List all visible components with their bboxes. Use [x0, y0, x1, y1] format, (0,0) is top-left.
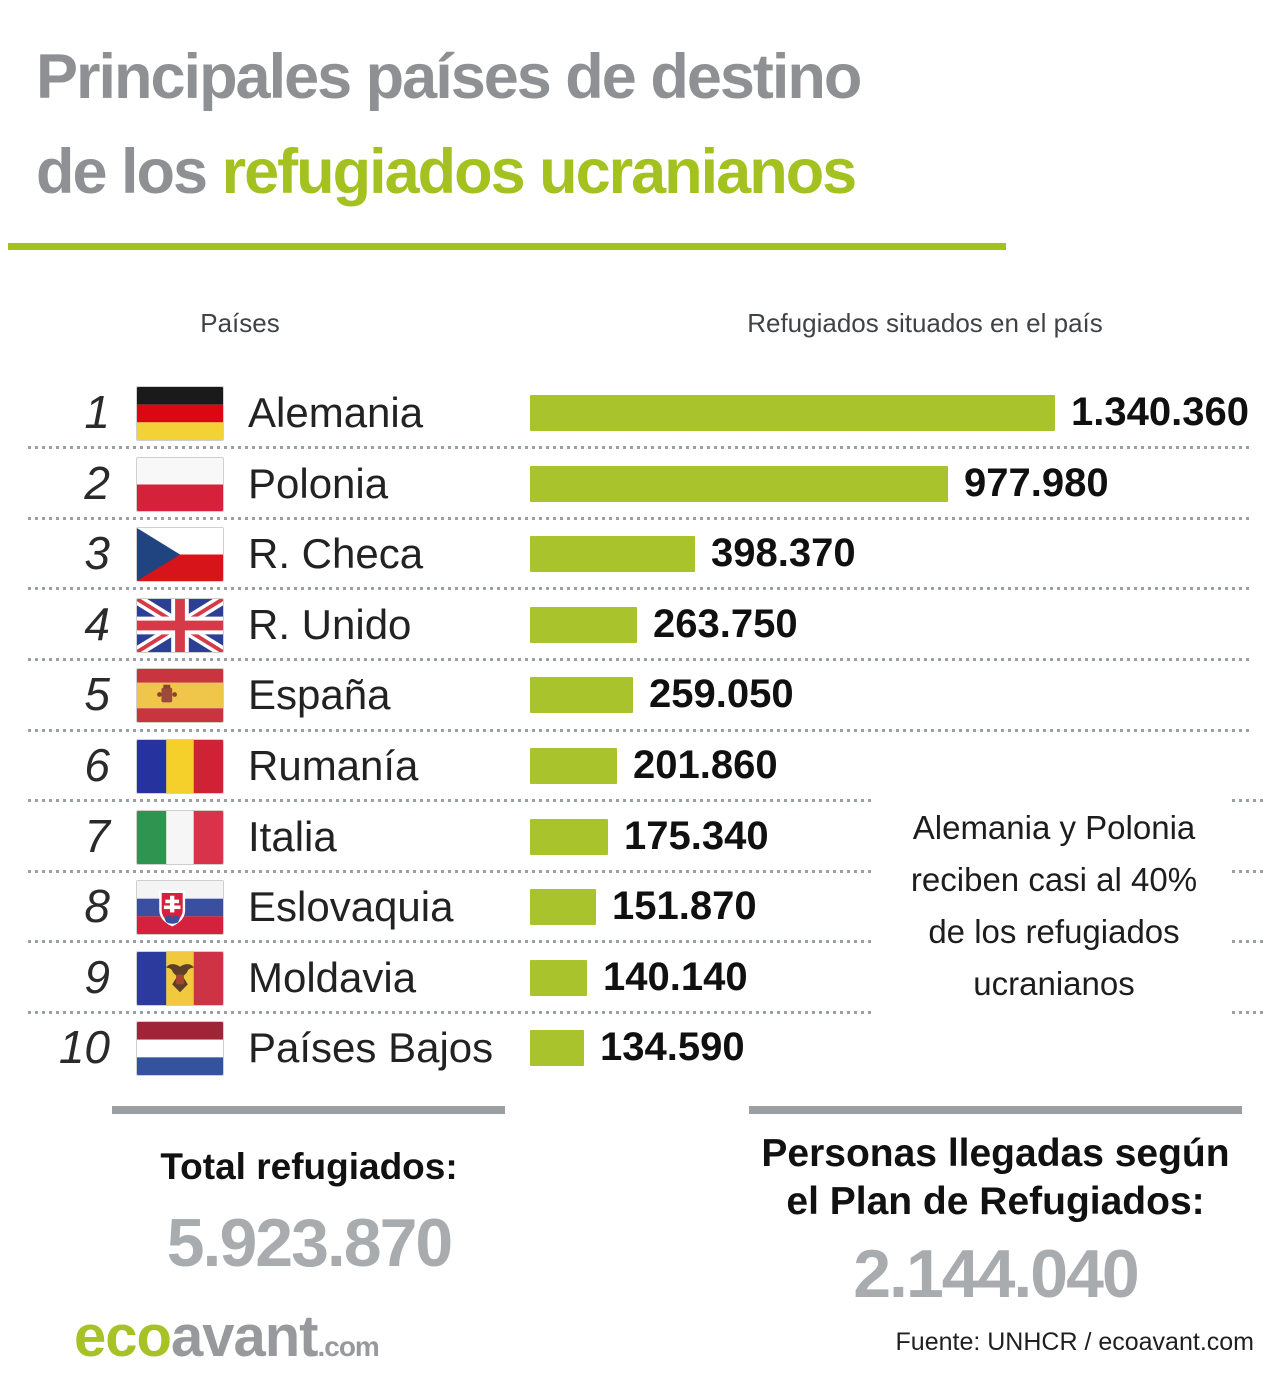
row-separator	[28, 587, 1250, 591]
annotation-line: de los refugiados	[928, 913, 1180, 950]
plan-label-line1: Personas llegadas según	[761, 1132, 1230, 1175]
logo-com: .com	[317, 1331, 379, 1362]
row-separator	[28, 657, 1250, 661]
logo-avant: avant	[170, 1304, 319, 1369]
plan-label-line2: el Plan de Refugiados:	[786, 1180, 1205, 1223]
row-separator	[28, 446, 1250, 450]
source-text: Fuente: UNHCR / ecoavant.com	[895, 1328, 1254, 1356]
table-row: 10 Países Bajos 134.590	[0, 1012, 1280, 1083]
column-header-refugiados: Refugiados situados en el país	[747, 308, 1103, 338]
value-bar	[530, 536, 695, 573]
uk-flag-icon	[136, 597, 224, 653]
value-bar	[530, 889, 596, 926]
value-label: 259.050	[649, 672, 794, 717]
row-separator	[28, 799, 875, 803]
page-title-line2-prefix: de los	[36, 137, 222, 207]
total-refugees-label: Total refugiados:	[160, 1146, 458, 1187]
table-row: 5 España 259.050	[0, 659, 1280, 730]
logo-eco: eco	[74, 1304, 172, 1369]
table-row: 7 Italia 175.340	[0, 801, 1280, 872]
romania-flag-icon	[136, 739, 224, 794]
value-bar	[530, 606, 637, 643]
value-bar	[530, 1030, 584, 1067]
country-name: Países Bajos	[248, 1024, 494, 1072]
table-row: 4 R. Unido 263.750	[0, 589, 1280, 660]
row-separator	[28, 940, 875, 944]
value-label: 263.750	[653, 601, 798, 646]
table-row: 6 Rumanía 201.860	[0, 730, 1280, 801]
row-rank: 2	[84, 456, 110, 509]
row-rank: 1	[84, 386, 110, 438]
page-title-line1: Principales países de destino	[36, 42, 862, 112]
title-underline	[8, 243, 1006, 250]
value-bar	[530, 818, 608, 855]
country-name: Alemania	[248, 389, 424, 436]
slovakia-flag-icon	[136, 880, 224, 936]
row-rank: 7	[84, 809, 110, 862]
table-row: 2 Polonia 977.980	[0, 448, 1280, 519]
moldova-flag-icon	[136, 950, 224, 1006]
row-separator	[28, 869, 875, 873]
value-bar	[530, 677, 633, 714]
country-name: R. Unido	[248, 600, 412, 648]
netherlands-flag-icon	[136, 1021, 224, 1077]
row-separator	[28, 1010, 875, 1014]
row-separator-stub	[1232, 869, 1266, 873]
value-label: 201.860	[633, 743, 778, 787]
row-separator-stub	[1232, 1010, 1266, 1014]
germany-flag-icon	[136, 386, 224, 441]
row-separator-stub	[1232, 799, 1266, 803]
annotation-line: reciben casi al 40%	[910, 861, 1198, 898]
row-rank: 6	[84, 739, 110, 791]
row-rank: 9	[84, 950, 110, 1003]
table-row: 9 Moldavia 140.140	[0, 942, 1280, 1013]
row-rank: 4	[84, 597, 110, 650]
column-header-paises: Países	[200, 308, 280, 338]
spain-flag-icon	[136, 668, 224, 724]
plan-value: 2.144.040	[853, 1236, 1140, 1312]
country-name: Eslovaquia	[248, 883, 454, 931]
poland-flag-icon	[136, 456, 224, 512]
ecoavant-logo: ecoavant.com	[74, 1308, 380, 1376]
country-name: Polonia	[248, 459, 389, 507]
country-name: Italia	[248, 812, 337, 860]
row-separator	[28, 516, 1250, 520]
page-title-line2: de los refugiados ucranianos	[36, 125, 860, 220]
country-name: Rumanía	[248, 742, 419, 789]
annotation-line: ucranianos	[973, 965, 1135, 1002]
value-label: 1.340.360	[1071, 390, 1249, 434]
row-separator-stub	[1232, 940, 1266, 944]
value-label: 977.980	[964, 460, 1109, 505]
country-name: España	[248, 671, 391, 719]
value-bar	[530, 465, 948, 502]
value-bar	[530, 959, 587, 996]
value-label: 398.370	[711, 531, 856, 576]
czechia-flag-icon	[136, 527, 224, 583]
row-separator	[28, 728, 1250, 732]
value-label: 151.870	[612, 884, 757, 929]
row-rank: 3	[84, 527, 110, 580]
annotation-line: Alemania y Polonia	[912, 809, 1196, 846]
divider-left	[112, 1106, 505, 1114]
italy-flag-icon	[136, 809, 224, 865]
value-label: 134.590	[600, 1025, 745, 1070]
total-refugees-value: 5.923.870	[166, 1205, 454, 1281]
table-row: 1 Alemania 1.340.360	[0, 377, 1280, 448]
annotation: Alemania y Polonia reciben casi al 40% d…	[880, 802, 1228, 1010]
country-name: R. Checa	[248, 530, 424, 578]
value-label: 140.140	[603, 954, 748, 999]
page-title-highlight: refugiados ucranianos	[221, 137, 858, 207]
row-rank: 10	[58, 1021, 110, 1074]
divider-right	[749, 1106, 1242, 1114]
country-name: Moldavia	[248, 953, 417, 1001]
value-bar	[530, 748, 617, 784]
row-rank: 5	[84, 668, 110, 721]
page-title: Principales países de destino de los ref…	[36, 30, 862, 220]
value-bar	[530, 395, 1055, 431]
row-rank: 8	[84, 880, 110, 933]
table-row: 3 R. Checa 398.370	[0, 518, 1280, 589]
value-label: 175.340	[624, 813, 769, 858]
table-row: 8 Eslovaquia 151.870	[0, 871, 1280, 942]
